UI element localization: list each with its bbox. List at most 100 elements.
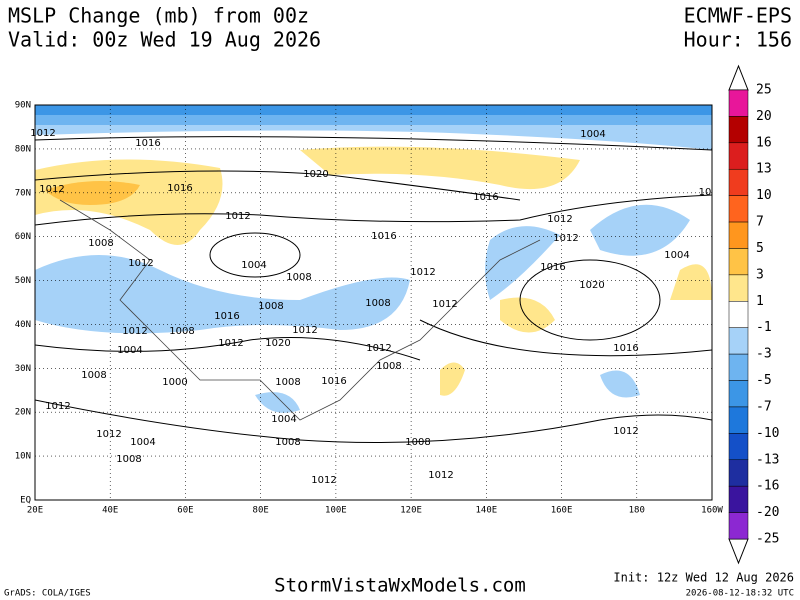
contour-label: 1020 [303, 169, 328, 180]
colorbar-label: -20 [756, 505, 779, 520]
lat-label: 80N [15, 144, 31, 154]
contour-label: 1020 [579, 280, 604, 291]
contour-label: 1012 [613, 426, 638, 437]
contour-label: 1016 [214, 311, 239, 322]
model: ECMWF-EPS [684, 4, 792, 28]
lon-label: 180 [629, 506, 645, 516]
contour-label: 1012 [366, 343, 391, 354]
contour-label: 1012 [122, 326, 147, 337]
contour-label: 1000 [162, 377, 187, 388]
colorbar-label: -1 [756, 320, 772, 335]
colorbar-label: -25 [756, 532, 779, 547]
colorbar-label: -7 [756, 399, 772, 414]
lat-label: 20N [15, 408, 31, 418]
colorbar-label: -3 [756, 347, 772, 362]
contour-label: 1012 [547, 214, 572, 225]
contour-label: 1008 [275, 377, 300, 388]
contour-label: 1012 [30, 128, 55, 139]
contour-label: 1012 [311, 475, 336, 486]
contour-label: 1012 [432, 299, 457, 310]
lat-label: 50N [15, 276, 31, 286]
lat-label: 60N [15, 232, 31, 242]
contour-label: 1016 [321, 376, 346, 387]
contour-label: 1012 [45, 401, 70, 412]
contour-label: 1016 [613, 343, 638, 354]
contour-label: 1004 [130, 437, 155, 448]
colorbar-label: -5 [756, 373, 772, 388]
lon-label: 40E [102, 506, 118, 516]
contour-label: 1012 [96, 429, 121, 440]
colorbar-label: 5 [756, 241, 764, 256]
colorbar-swatch [728, 301, 749, 328]
grads-credit: GrADS: COLA/IGES [4, 589, 91, 599]
contour-label: 1012 [128, 258, 153, 269]
colorbar-swatch [728, 274, 749, 302]
timestamp: 2026-08-12-18:32 UTC [686, 589, 794, 599]
colorbar-swatch [728, 142, 749, 170]
colorbar-swatch [728, 459, 749, 487]
colorbar-swatch [728, 195, 749, 223]
contour-label: 1008 [258, 301, 283, 312]
colorbar [728, 64, 749, 565]
colorbar-swatch [728, 485, 749, 513]
colorbar-swatch [728, 406, 749, 434]
colorbar-swatch [728, 380, 749, 408]
site: StormVistaWxModels.com [274, 575, 526, 597]
lon-label: 20E [27, 506, 43, 516]
colorbar-swatch [728, 116, 749, 144]
colorbar-label: 20 [756, 109, 772, 124]
colorbar-label: -13 [756, 452, 779, 467]
contour-label: 1012 [553, 233, 578, 244]
lon-label: 160W [701, 506, 723, 516]
colorbar-swatch [728, 433, 749, 461]
valid-time: Valid: 00z Wed 19 Aug 2026 [8, 28, 321, 52]
colorbar-label: 16 [756, 135, 772, 150]
colorbar-label: -10 [756, 426, 779, 441]
lon-label: 140E [475, 506, 497, 516]
lon-label: 80E [253, 506, 269, 516]
colorbar-swatch [728, 89, 749, 117]
colorbar-swatch [728, 221, 749, 249]
colorbar-swatch [728, 168, 749, 196]
hour: Hour: 156 [684, 28, 792, 52]
contour-label: 1012 [428, 470, 453, 481]
lat-label: 90N [15, 101, 31, 111]
contour-label: 1008 [286, 272, 311, 283]
contour-label: 1004 [664, 250, 689, 261]
colorbar-label: 1 [756, 294, 764, 309]
lat-label: 10N [15, 452, 31, 462]
colorbar-swatch [728, 327, 749, 355]
init-time: Init: 12z Wed 12 Aug 2026 [613, 571, 794, 585]
colorbar-label: 10 [756, 188, 772, 203]
colorbar-label: 3 [756, 267, 764, 282]
contour-label: 1004 [117, 345, 142, 356]
contour-label: 1008 [376, 361, 401, 372]
contour-label: 1016 [473, 192, 498, 203]
lat-label: 40N [15, 320, 31, 330]
contour-label: 10 [699, 187, 712, 198]
contour-label: 1008 [169, 326, 194, 337]
lat-label: EQ [20, 496, 31, 506]
colorbar-swatch [728, 512, 749, 540]
contour-label: 1020 [265, 338, 290, 349]
contour-label: 1008 [81, 370, 106, 381]
contour-label: 1016 [135, 138, 160, 149]
contour-label: 1004 [241, 260, 266, 271]
contour-label: 1012 [410, 267, 435, 278]
contour-label: 1012 [39, 184, 64, 195]
contour-label: 1016 [167, 183, 192, 194]
contour-label: 1004 [580, 129, 605, 140]
contour-label: 1008 [405, 437, 430, 448]
colorbar-label: 13 [756, 162, 772, 177]
lon-label: 120E [400, 506, 422, 516]
lat-label: 30N [15, 364, 31, 374]
contour-label: 1012 [225, 211, 250, 222]
map [34, 104, 713, 501]
lon-label: 160E [551, 506, 573, 516]
contour-label: 1004 [271, 414, 296, 425]
contour-label: 1008 [88, 238, 113, 249]
contour-label: 1008 [365, 298, 390, 309]
contour-label: 1012 [218, 338, 243, 349]
contour-label: 1016 [371, 231, 396, 242]
